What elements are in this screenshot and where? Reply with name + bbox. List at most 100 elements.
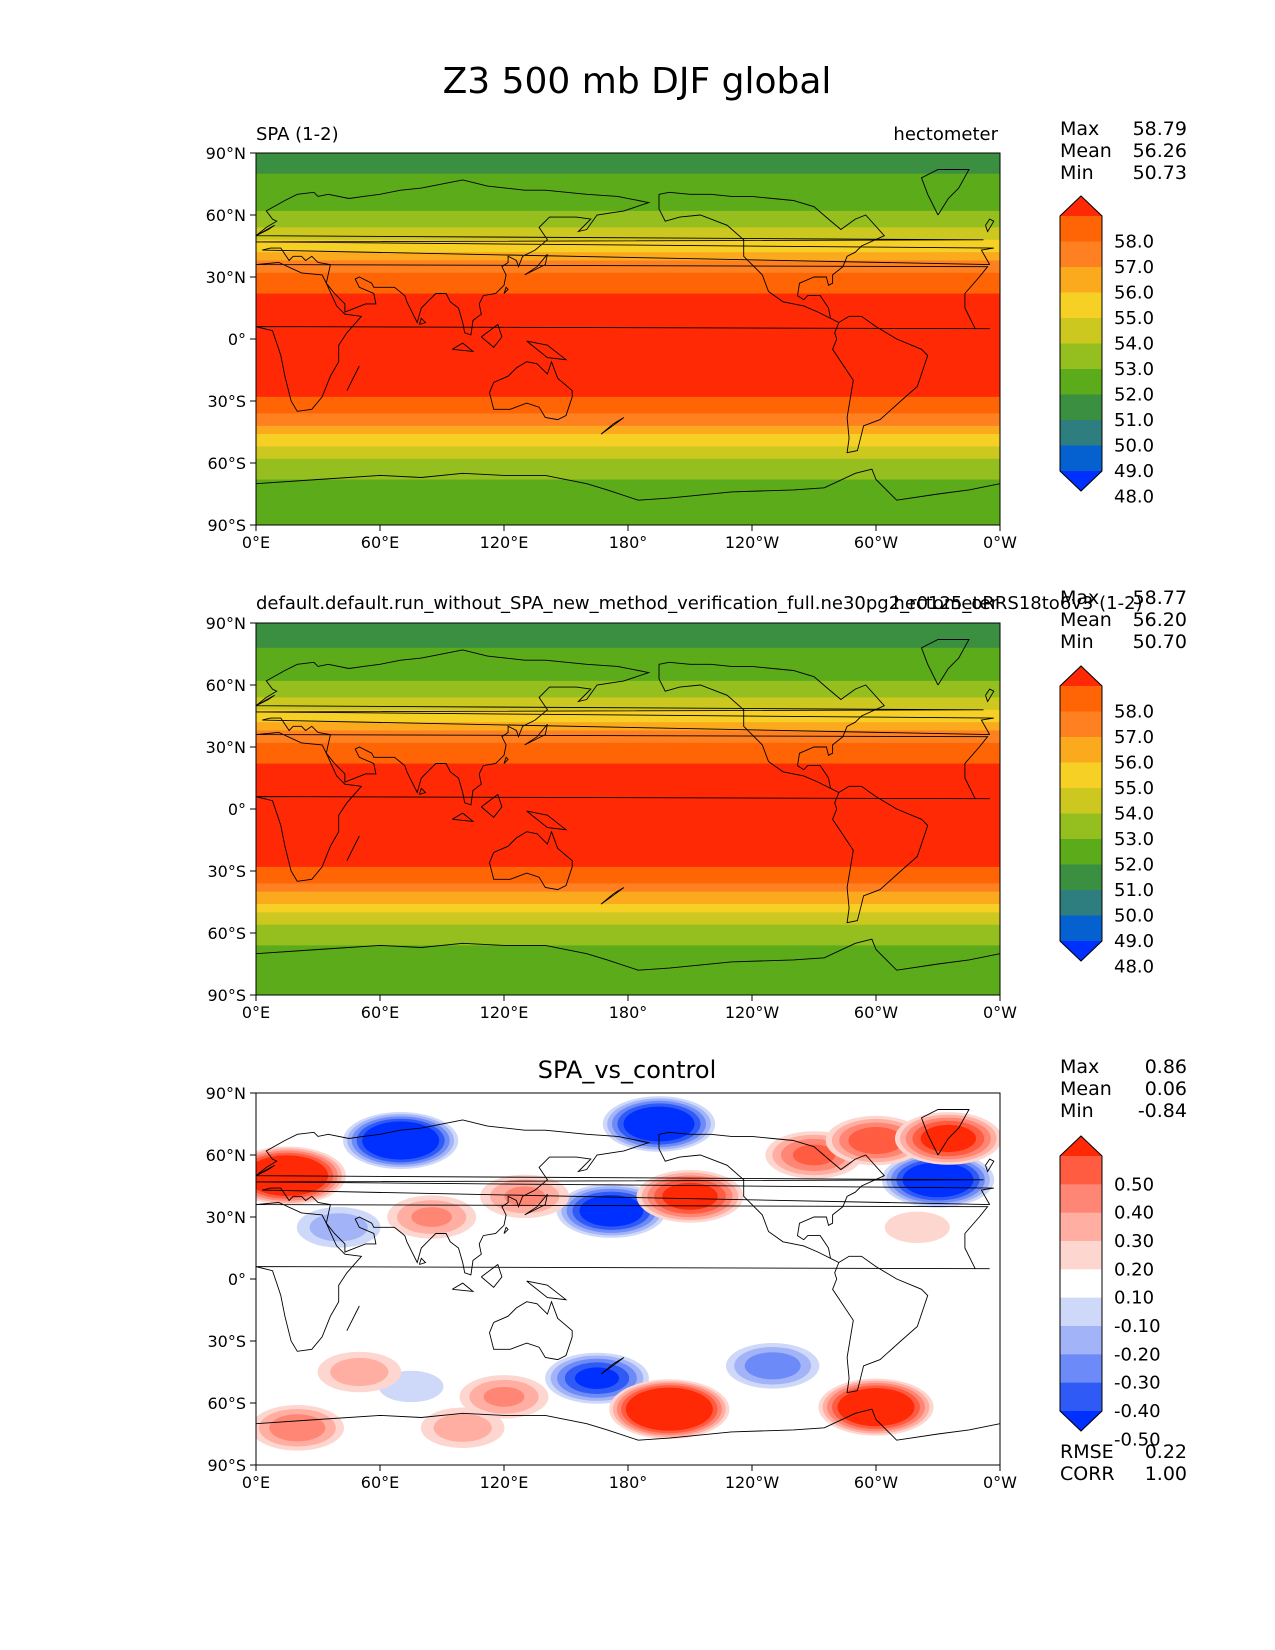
zonal-band	[256, 833, 1000, 839]
y-tick-label: 90°N	[206, 1084, 246, 1103]
x-tick-label: 0°W	[983, 1003, 1017, 1022]
stat-max: 58.77	[1133, 587, 1187, 609]
y-tick-label: 90°S	[207, 516, 246, 535]
panel-2-left-title: default.default.run_without_SPA_new_meth…	[256, 593, 1143, 614]
zonal-band	[256, 343, 1000, 348]
zonal-band	[256, 631, 1000, 636]
zonal-band	[256, 310, 1000, 315]
zonal-band	[256, 376, 1000, 381]
zonal-band	[256, 784, 1000, 789]
colorbar-swatch	[1060, 1326, 1102, 1355]
zonal-band	[256, 800, 1000, 806]
zonal-band	[256, 751, 1000, 756]
anomaly	[884, 1211, 950, 1244]
stat-max: 0.86	[1145, 1056, 1187, 1078]
zonal-band	[256, 334, 1000, 340]
stat-max: 58.79	[1133, 118, 1187, 140]
zonal-band	[256, 326, 1000, 332]
anomaly-contour	[579, 1195, 644, 1227]
colorbar-swatch	[1060, 890, 1102, 916]
anomaly	[459, 1375, 549, 1419]
y-tick-label: 0°	[228, 330, 246, 349]
zonal-band	[256, 871, 1000, 876]
zonal-band	[256, 434, 1000, 439]
zonal-band	[256, 243, 1000, 249]
zonal-band	[256, 429, 1000, 435]
coastline-path	[920, 1109, 970, 1156]
panel-1: SPA (1-2) hectometer 0°E 60°E 120°E 180° 120…	[206, 118, 1187, 552]
colorbar-label: 52.0	[1114, 385, 1154, 406]
colorbar-swatch	[1060, 420, 1102, 446]
colorbar-label: 58.0	[1114, 702, 1154, 723]
zonal-band	[256, 651, 1000, 657]
zonal-band	[256, 895, 1000, 901]
zonal-band	[256, 186, 1000, 191]
zonal-band	[256, 809, 1000, 814]
y-tick-label: 30°N	[206, 1208, 246, 1227]
colorbar-label: 57.0	[1114, 727, 1154, 748]
zonal-band	[256, 264, 1000, 270]
colorbar-swatch	[1060, 686, 1102, 712]
zonal-band	[256, 780, 1000, 785]
colorbar-label: 53.0	[1114, 829, 1154, 850]
panel-2-units: hectometer	[893, 593, 998, 614]
zonal-band	[256, 726, 1000, 732]
colorbar-swatch	[1060, 1156, 1102, 1185]
colorbar-swatch	[1060, 762, 1102, 789]
zonal-band	[256, 680, 1000, 686]
coastline-path	[524, 254, 548, 276]
zonal-band	[256, 759, 1000, 765]
zonal-band	[256, 689, 1000, 694]
colorbar-label: 50.0	[1114, 906, 1154, 927]
coastline-path	[503, 756, 509, 764]
coastline-path	[524, 724, 548, 746]
coastline-path	[256, 1164, 275, 1177]
zonal-band	[256, 755, 1000, 760]
zonal-band	[256, 463, 1000, 468]
zonal-band	[256, 425, 1000, 431]
zonal-band	[256, 970, 1000, 975]
zonal-band	[256, 289, 1000, 295]
stat-mean: 56.20	[1133, 609, 1187, 631]
colorbar-label: 54.0	[1114, 804, 1154, 825]
anomaly	[636, 1170, 744, 1223]
zonal-band	[256, 672, 1000, 678]
colorbar-extend-min	[1060, 1411, 1102, 1431]
zonal-band	[256, 215, 1000, 220]
x-tick-label: 0°W	[983, 533, 1017, 552]
coastline-path	[452, 342, 475, 353]
anomaly	[420, 1407, 505, 1449]
coastline-path	[481, 323, 503, 348]
zonal-band	[256, 173, 1000, 179]
x-tick-label: 60°E	[361, 1473, 399, 1492]
colorbar-label: 57.0	[1114, 257, 1154, 278]
coastline-path	[920, 639, 970, 686]
zonal-band	[256, 941, 1000, 946]
colorbar-label: 55.0	[1114, 308, 1154, 329]
zonal-band	[256, 813, 1000, 818]
zonal-band	[256, 875, 1000, 880]
coastline-path	[256, 1119, 994, 1276]
zonal-band	[256, 458, 1000, 464]
x-tick-label: 120°E	[480, 1473, 529, 1492]
coastlines	[256, 639, 1000, 971]
zonal-band	[256, 763, 1000, 769]
x-tick-label: 180°	[609, 533, 648, 552]
colorbar-swatch	[1060, 369, 1102, 395]
zonal-band	[256, 920, 1000, 926]
anomaly-contour	[625, 1387, 713, 1431]
figure-title: Z3 500 mb DJF global	[443, 61, 832, 102]
zonal-band	[256, 837, 1000, 843]
panel-3-colorbar: 0.50 0.40 0.30 0.20 0.10 -0.10 -0.20 -0.30 -0.40…	[1059, 1135, 1161, 1450]
colorbar-swatch	[1060, 1241, 1102, 1270]
zonal-band	[256, 697, 1000, 703]
anomaly-contour	[330, 1357, 389, 1387]
x-tick-label: 60°W	[854, 1473, 898, 1492]
colorbar-label: 0.20	[1114, 1259, 1154, 1280]
colorbar-extend-max	[1060, 666, 1102, 686]
zonal-band	[256, 467, 1000, 472]
stat-label: Mean	[1060, 140, 1112, 162]
zonal-band	[256, 384, 1000, 390]
panel-1-y-axis: 90°N 60°N 30°N 0° 30°S 60°S 90°S	[206, 144, 256, 535]
zonal-band	[256, 421, 1000, 427]
